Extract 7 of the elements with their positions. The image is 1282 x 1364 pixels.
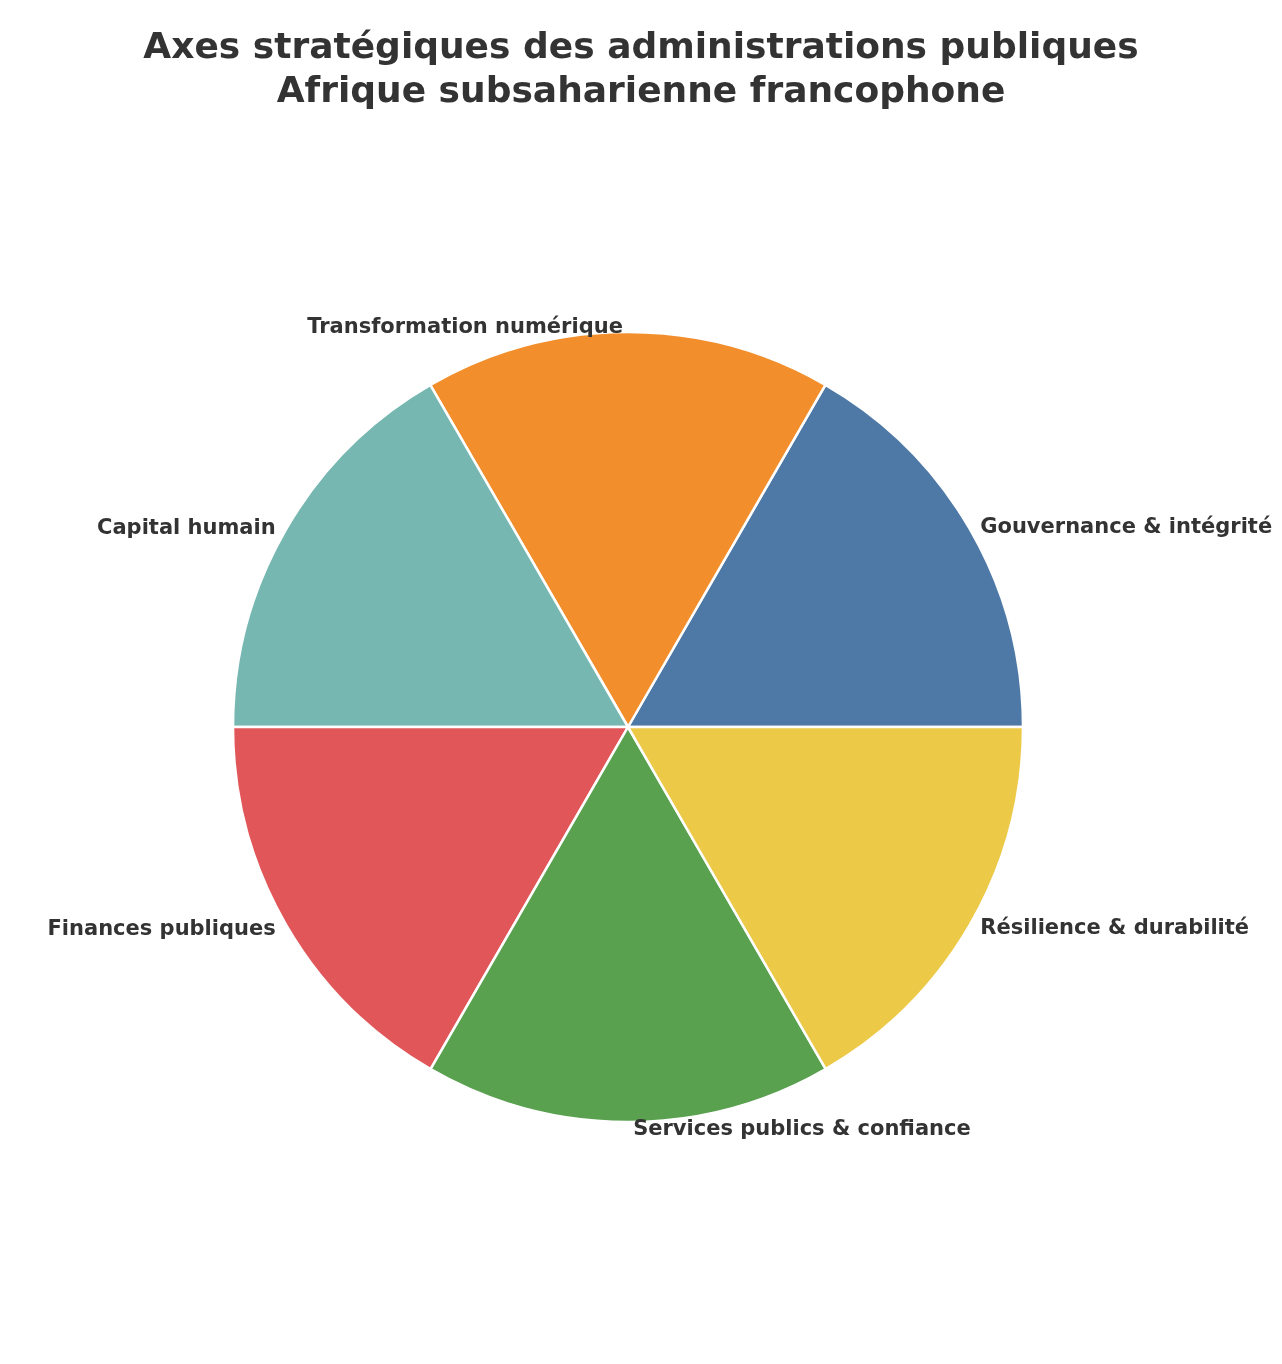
slice-label: Capital humain [97, 514, 276, 539]
chart-title: Axes stratégiques des administrations publiques Afrique subsaharienne francophone [143, 24, 1139, 110]
slice-label: Finances publiques [47, 915, 276, 940]
slice-label: Gouvernance & intégrité [980, 514, 1273, 539]
slice-label: Transformation numérique [307, 314, 623, 338]
slice-label: Résilience & durabilité [980, 915, 1250, 940]
slice-label: Services publics & confiance [633, 1116, 971, 1140]
